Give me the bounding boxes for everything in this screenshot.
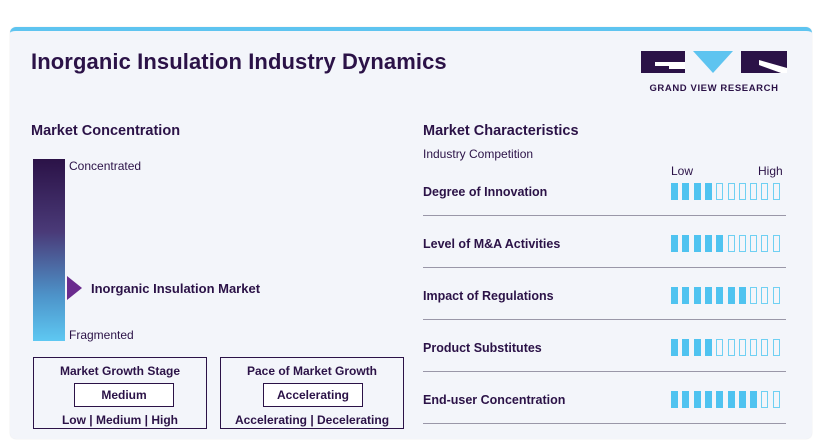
concentrated-label: Concentrated [69, 159, 142, 173]
level-segment-empty [716, 183, 724, 200]
growth-pace-box: Pace of Market Growth Accelerating Accel… [220, 357, 404, 429]
concentration-gradient-bar [33, 159, 65, 341]
level-segment-empty [772, 391, 780, 408]
row-divider [423, 319, 786, 320]
level-segment-filled [704, 339, 712, 356]
level-segment-filled [671, 287, 678, 304]
level-segment-empty [738, 183, 746, 200]
level-segment-filled [704, 287, 712, 304]
level-segment-empty [738, 235, 746, 252]
level-segment-empty [761, 287, 769, 304]
level-segment-filled [671, 391, 678, 408]
characteristic-label: Degree of Innovation [423, 185, 548, 199]
level-segment-filled [682, 183, 690, 200]
growth-pace-heading: Pace of Market Growth [246, 364, 378, 378]
level-segment-filled [693, 339, 701, 356]
level-segment-filled [750, 391, 758, 408]
level-segment-filled [716, 235, 724, 252]
level-segment-filled [682, 287, 690, 304]
characteristic-label: Product Substitutes [423, 341, 542, 355]
level-segment-empty [738, 339, 746, 356]
dynamics-card: Inorganic Insulation Industry Dynamics G… [10, 27, 812, 439]
level-segment-empty [750, 183, 758, 200]
growth-stage-box: Market Growth Stage Medium Low | Medium … [33, 357, 207, 429]
industry-competition-subheading: Industry Competition [423, 147, 534, 161]
characteristic-label: End-user Concentration [423, 393, 566, 407]
grand-view-research-logo: GRAND VIEW RESEARCH [641, 51, 787, 97]
level-segment-empty [761, 183, 769, 200]
row-divider [423, 423, 786, 424]
level-segment-filled [671, 235, 678, 252]
characteristic-label: Impact of Regulations [423, 289, 554, 303]
level-segment-filled [716, 391, 724, 408]
characteristic-label: Level of M&A Activities [423, 237, 561, 251]
market-characteristics-heading: Market Characteristics [423, 123, 579, 139]
level-segment-filled [738, 391, 746, 408]
fragmented-label: Fragmented [69, 328, 134, 342]
level-segment-empty [761, 235, 769, 252]
level-segment-filled [682, 235, 690, 252]
market-pointer-icon [67, 276, 82, 300]
level-segment-filled [727, 287, 735, 304]
growth-stage-heading: Market Growth Stage [59, 364, 181, 378]
row-divider [423, 215, 786, 216]
page-title: Inorganic Insulation Industry Dynamics [31, 49, 447, 74]
level-segment-empty [750, 339, 758, 356]
level-segment-empty [727, 183, 735, 200]
logo-text: GRAND VIEW RESEARCH [649, 83, 779, 94]
growth-stage-selected: Medium [74, 383, 174, 407]
gvr-logo-icon [641, 51, 787, 73]
level-segment-empty [772, 339, 780, 356]
level-segment-filled [738, 287, 746, 304]
level-segment-filled [704, 391, 712, 408]
level-segment-filled [704, 235, 712, 252]
level-segment-empty [750, 287, 758, 304]
level-segment-filled [671, 339, 678, 356]
level-segment-empty [716, 339, 724, 356]
level-segment-filled [682, 339, 690, 356]
level-segment-empty [772, 287, 780, 304]
level-segment-filled [693, 391, 701, 408]
scale-low-label: Low [671, 164, 694, 178]
level-segment-filled [693, 287, 701, 304]
level-segment-empty [772, 235, 780, 252]
level-segment-filled [693, 235, 701, 252]
row-divider [423, 371, 786, 372]
scale-high-label: High [758, 164, 783, 178]
level-segment-filled [704, 183, 712, 200]
growth-stage-options: Low | Medium | High [61, 413, 179, 427]
level-segment-empty [761, 391, 769, 408]
market-marker-label: Inorganic Insulation Market [91, 281, 261, 296]
row-divider [423, 267, 786, 268]
level-segment-filled [693, 183, 701, 200]
growth-pace-options: Accelerating | Decelerating [234, 413, 390, 427]
level-segment-empty [727, 235, 735, 252]
level-segment-filled [682, 391, 690, 408]
level-segment-empty [750, 235, 758, 252]
level-segment-filled [671, 183, 678, 200]
level-segment-filled [716, 287, 724, 304]
level-segment-empty [772, 183, 780, 200]
market-concentration-heading: Market Concentration [31, 123, 181, 139]
level-segment-empty [727, 339, 735, 356]
level-segment-empty [761, 339, 769, 356]
growth-pace-selected: Accelerating [263, 383, 363, 407]
level-segment-filled [727, 391, 735, 408]
